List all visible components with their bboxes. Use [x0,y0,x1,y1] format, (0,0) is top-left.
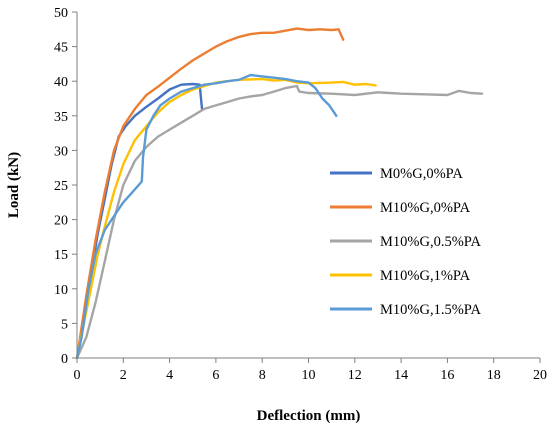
x-tick-label: 6 [212,368,219,383]
legend-label: M0%G,0%PA [380,166,463,182]
y-tick-label: 35 [54,110,68,125]
x-tick-label: 14 [394,368,408,383]
x-ticks: 0 2 4 6 8 10 12 14 16 18 20 [74,358,547,383]
x-axis-title: Deflection (mm) [257,408,361,424]
legend-label: M10%G,1%PA [380,268,471,284]
series-line-2 [75,27,345,360]
y-tick-label: 25 [54,179,68,194]
y-tick-label: 5 [61,317,68,332]
x-tick-label: 0 [74,368,81,383]
y-tick-label: 30 [54,144,68,159]
legend-label: M10%G,1.5%PA [380,302,482,318]
y-tick-label: 45 [54,41,68,56]
x-tick-label: 8 [259,368,266,383]
y-tick-label: 50 [54,6,68,21]
y-tick-label: 20 [54,214,68,229]
y-tick-label: 10 [54,283,68,298]
x-tick-label: 10 [302,368,316,383]
legend-label: M10%G,0.5%PA [380,234,482,250]
x-tick-label: 16 [440,368,454,383]
x-tick-label: 20 [533,368,547,383]
x-tick-label: 4 [166,368,173,383]
x-tick-label: 2 [120,368,127,383]
y-axis-title: Load (kN) [6,152,22,218]
series-line-3 [75,84,484,360]
x-tick-label: 18 [487,368,501,383]
legend-label: M10%G,0%PA [380,200,471,216]
y-tick-label: 40 [54,75,68,90]
series-line-5 [75,73,338,360]
x-tick-label: 12 [348,368,362,383]
legend: M0%G,0%PA M10%G,0%PA M10%G,0.5%PA M10%G,1%P… [330,166,482,318]
y-tick-label: 0 [61,352,68,367]
series-line-4 [75,77,377,360]
series-line-1 [75,82,204,360]
y-tick-label: 15 [54,248,68,263]
y-ticks: 0 5 10 15 20 25 30 35 40 45 50 [54,6,77,367]
plot-lines [75,27,484,360]
